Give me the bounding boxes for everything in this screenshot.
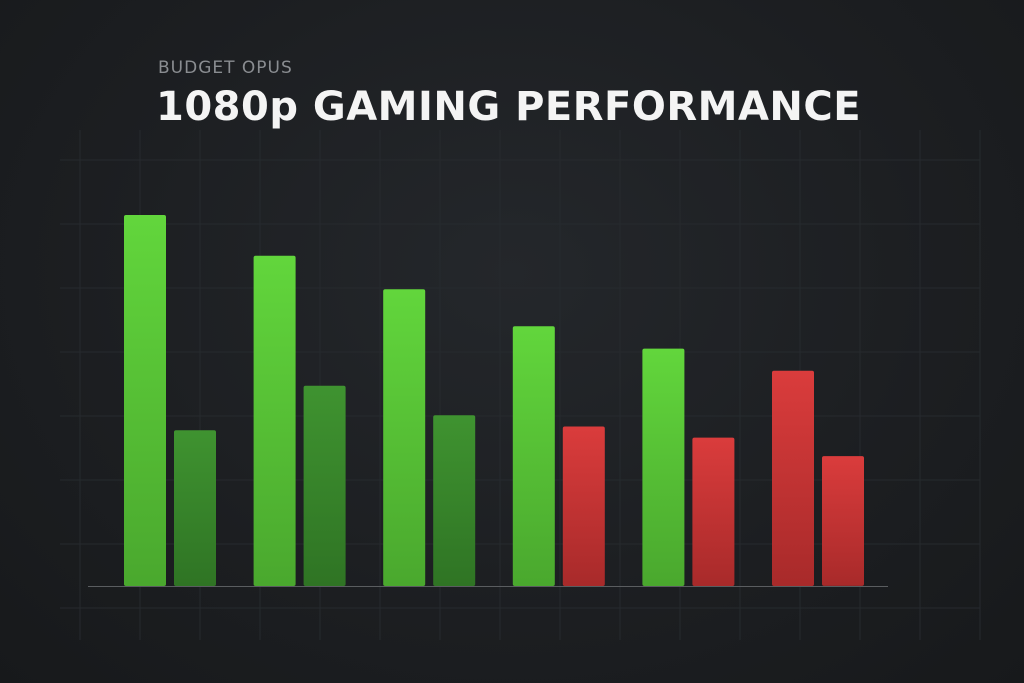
bar-group-4-series-1	[512, 326, 555, 586]
bar-group-6-series-1	[772, 370, 814, 586]
bar-group-6-series-2	[822, 456, 864, 586]
bar-group-3-series-1	[383, 289, 426, 586]
bar-group-5-series-1	[642, 348, 685, 586]
bar-group-4-series-2	[562, 426, 605, 586]
bar-group-5-series-2	[692, 437, 735, 586]
bar-group-1-series-2	[174, 430, 216, 586]
bar-group-2-series-1	[253, 255, 296, 587]
bars-group	[124, 215, 864, 587]
bar-group-3-series-2	[433, 415, 476, 586]
chart-subtitle: BUDGET OPUS	[158, 58, 293, 78]
chart-title: 1080p GAMING PERFORMANCE	[156, 84, 862, 130]
bar-group-1-series-1	[124, 215, 166, 586]
bar-group-2-series-2	[303, 385, 346, 586]
